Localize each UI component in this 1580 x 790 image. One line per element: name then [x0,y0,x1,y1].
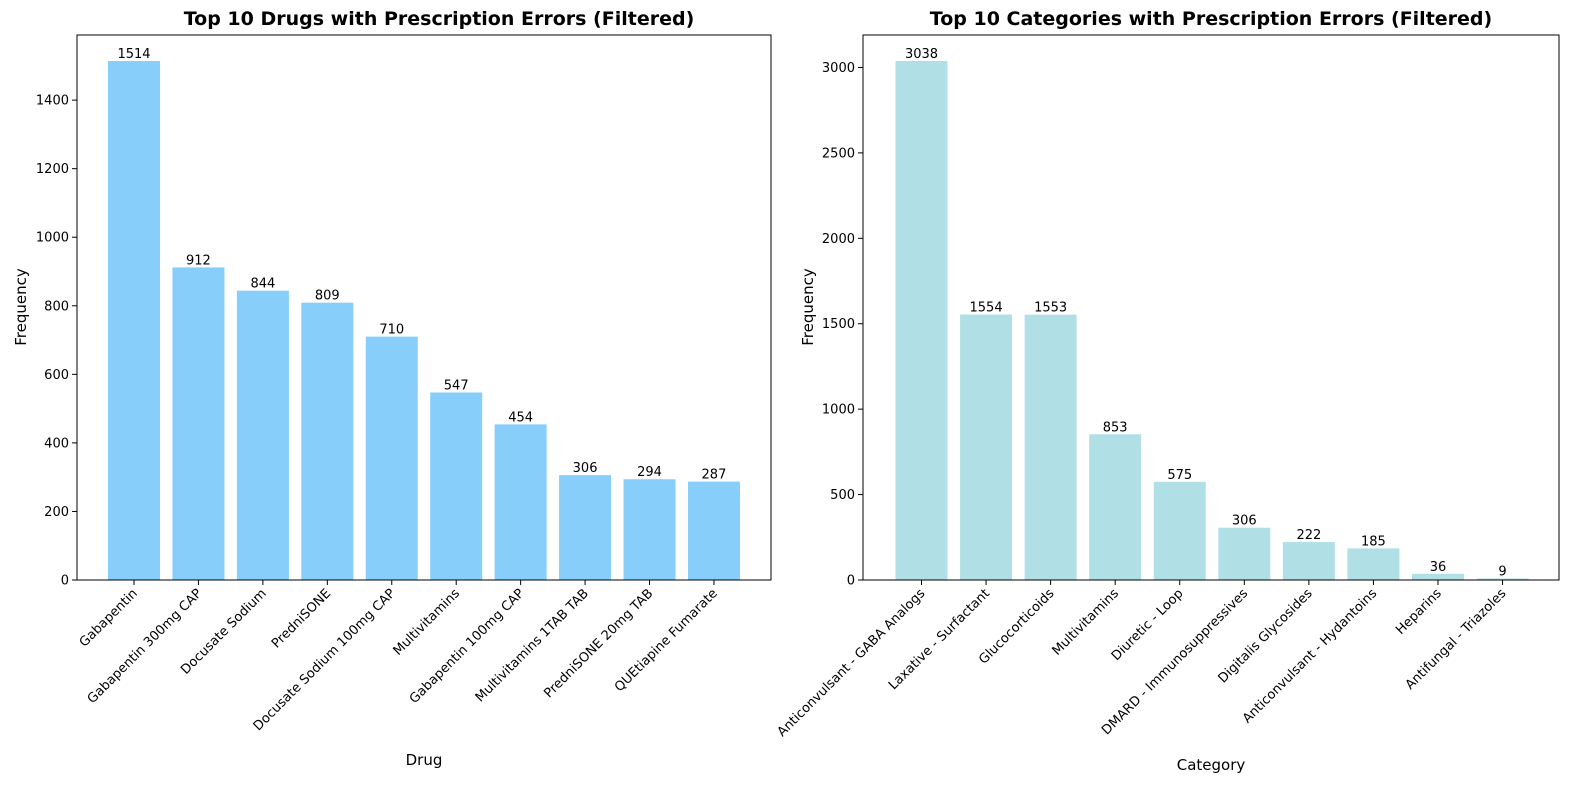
bar [1153,481,1206,580]
categories-chart: Top 10 Categories with Prescription Erro… [775,8,1560,774]
bar [1282,542,1335,580]
data-label: 1514 [117,47,150,62]
data-label: 912 [186,253,211,268]
data-label: 547 [444,379,469,394]
x-tick-label: Gabapentin 100mg CAP [407,586,528,707]
y-tick-label: 500 [830,488,855,503]
y-axis-ticks: 0 500 1000 1500 2000 2500 3000 [822,61,863,589]
data-label: 575 [1167,468,1192,483]
bar [687,481,740,580]
x-tick-label: Gabapentin 300mg CAP [85,586,206,707]
bars [895,60,1529,581]
bar [623,479,676,580]
bar [1347,548,1400,580]
x-tick-label: Multivitamins 1TAB TAB [473,586,592,705]
y-axis-label: Frequency [12,268,30,346]
data-label: 287 [702,468,727,483]
data-label: 3038 [905,47,938,62]
drugs-chart: Top 10 Drugs with Prescription Errors (F… [12,8,772,769]
y-tick-label: 2000 [822,232,855,247]
data-label: 222 [1296,528,1321,543]
data-label: 809 [315,289,340,304]
bar [365,336,418,580]
data-labels: 3038 1554 1553 853 575 306 222 185 36 9 [905,47,1507,579]
x-tick-label: PredniSONE 20mg TAB [541,586,656,701]
bar [1089,434,1142,580]
y-tick-label: 600 [44,368,69,383]
bars [108,61,740,581]
x-tick-label: Anticonvulsant - Hydantoins [1240,586,1380,726]
y-tick-label: 1000 [822,403,855,418]
y-tick-label: 1000 [36,231,69,246]
data-label: 9 [1498,564,1506,579]
bar [108,61,160,581]
x-tick-label: Heparins [1393,586,1445,638]
bar [301,302,354,580]
y-tick-label: 400 [44,436,69,451]
y-tick-label: 1500 [822,317,855,332]
x-axis-label: Drug [406,751,443,769]
bar [1024,314,1077,580]
data-label: 185 [1361,534,1386,549]
y-tick-label: 0 [847,574,855,589]
bar [559,475,612,580]
chart-title: Top 10 Drugs with Prescription Errors (F… [184,8,695,30]
data-label: 1553 [1034,301,1067,316]
data-label: 710 [379,323,404,338]
plot-frame [862,34,1560,581]
x-tick-label: Multivitamins [391,586,464,659]
data-label: 454 [508,410,533,425]
bar [1411,573,1464,580]
bar [895,60,948,581]
chart-title: Top 10 Categories with Prescription Erro… [930,8,1492,30]
y-tick-label: 1200 [36,162,69,177]
bar [494,424,547,580]
bar [960,314,1013,580]
y-tick-label: 3000 [822,61,855,76]
data-label: 36 [1430,560,1447,575]
data-labels: 1514 912 844 809 710 547 454 306 294 287 [117,47,726,483]
data-label: 844 [250,277,275,292]
bar [1476,578,1529,580]
data-label: 306 [1232,514,1257,529]
data-label: 1554 [970,301,1003,316]
bar [1218,527,1271,580]
y-tick-label: 200 [44,505,69,520]
x-tick-label: Gabapentin [77,586,141,650]
y-tick-label: 0 [61,574,69,589]
y-tick-label: 1400 [36,94,69,109]
data-label: 294 [637,465,662,480]
plot-frame [76,34,772,581]
y-axis-ticks: 0 200 400 600 800 1000 1200 1400 [36,94,77,589]
x-tick-label: Docusate Sodium 100mg CAP [251,586,399,734]
y-tick-label: 2500 [822,146,855,161]
bar [430,392,483,580]
bar [236,290,289,580]
bar [172,267,225,580]
x-tick-label: Multivitamins [1050,586,1123,659]
data-label: 853 [1103,420,1128,435]
y-axis-label: Frequency [799,268,817,346]
x-tick-label: PredniSONE [269,586,334,651]
y-tick-label: 800 [44,299,69,314]
x-axis-label: Category [1177,756,1246,774]
data-label: 306 [573,461,598,476]
